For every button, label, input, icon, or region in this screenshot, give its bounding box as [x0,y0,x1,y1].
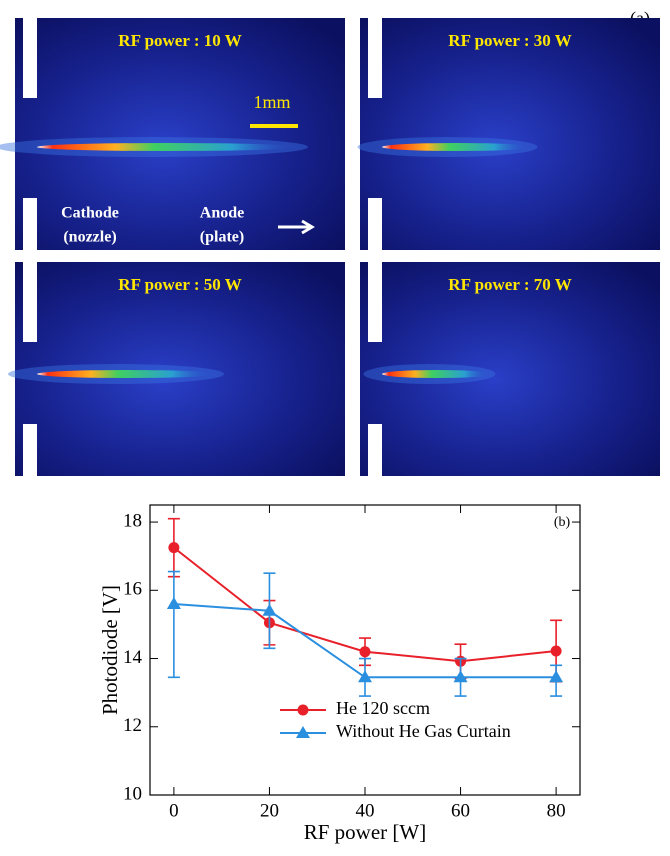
x-tick-label: 0 [169,800,179,821]
plasma-jet [37,143,297,151]
x-tick-label: 80 [547,800,566,821]
y-tick-label: 18 [123,510,142,531]
y-tick-label: 12 [123,715,142,736]
nozzle [23,424,37,476]
nozzle [23,198,37,250]
panel-title: RF power : 10 W [118,31,241,50]
error-bar [167,570,180,679]
plasma-image [360,18,660,250]
plasma-jet [382,370,492,378]
scale-label: 1mm [253,92,290,112]
cathode-label: Cathode [61,205,119,222]
anode-label: Anode [200,205,244,222]
x-tick-label: 40 [356,800,375,821]
nozzle [368,262,382,342]
legend-marker [296,726,310,738]
nozzle [23,262,37,342]
marker [358,670,372,683]
panel-label: (b) [554,515,571,530]
scale-bar [250,124,298,128]
marker [453,670,468,683]
anode-label: (plate) [200,229,244,246]
plasma-image [15,262,345,476]
legend-label: Without He Gas Curtain [336,721,511,741]
nozzle [23,18,37,98]
y-tick-label: 14 [123,647,143,668]
x-axis-label: RF power [W] [304,820,426,844]
marker [549,670,564,683]
marker [550,645,562,657]
nozzle [368,198,382,250]
marker [166,596,181,609]
plasma-jet [382,143,532,151]
marker [262,603,277,616]
x-tick-label: 20 [260,800,279,821]
plasma-image [360,262,660,476]
marker [359,646,371,658]
panel-title: RF power : 70 W [448,275,571,294]
nozzle [368,424,382,476]
plasma-jet [37,370,217,378]
plasma-image [15,18,345,250]
panel-title: RF power : 30 W [448,31,571,50]
arrow [278,219,315,235]
panel-title: RF power : 50 W [118,275,241,294]
y-axis-label: Photodiode [V] [98,585,122,715]
x-tick-label: 60 [451,800,470,821]
y-tick-label: 16 [123,579,142,600]
legend-label: He 120 sccm [336,698,430,718]
y-tick-label: 10 [123,783,142,804]
nozzle [368,18,382,98]
legend-marker [297,704,309,716]
marker [168,542,180,554]
cathode-label: (nozzle) [63,229,116,246]
